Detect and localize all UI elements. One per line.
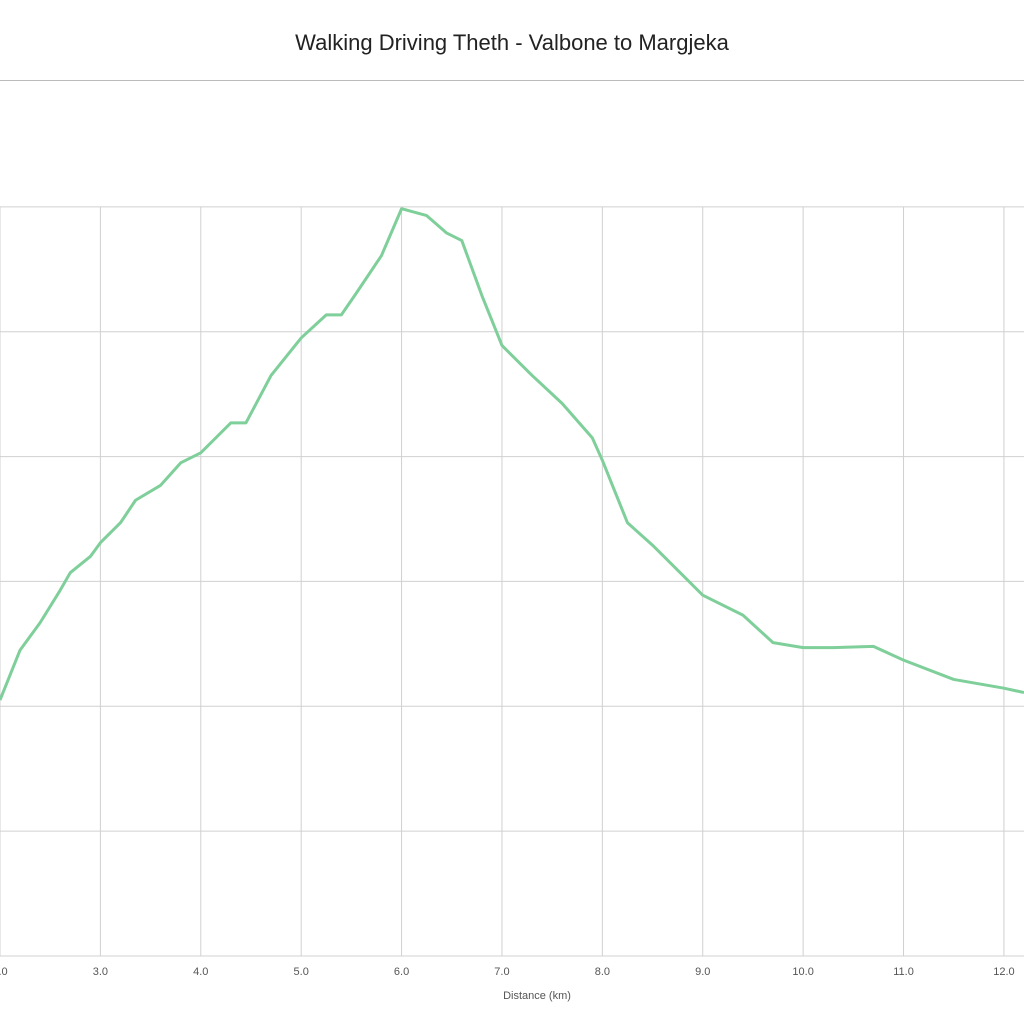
x-tick-label: 4.0 [193, 966, 208, 978]
x-axis-label: Distance (km) [503, 990, 571, 1002]
x-tick-label: 10.0 [792, 966, 813, 978]
x-tick-label: 8.0 [595, 966, 610, 978]
x-tick-label: 11.0 [893, 966, 914, 978]
x-tick-label: 2.0 [0, 966, 8, 978]
x-tick-label: 5.0 [294, 966, 309, 978]
x-tick-label: 3.0 [93, 966, 108, 978]
x-tick-label: 7.0 [494, 966, 509, 978]
x-tick-label: 12.0 [993, 966, 1014, 978]
x-tick-label: 9.0 [695, 966, 710, 978]
elevation-line [0, 207, 1024, 701]
x-tick-label: 6.0 [394, 966, 409, 978]
chart-title: Walking Driving Theth - Valbone to Margj… [295, 30, 729, 55]
